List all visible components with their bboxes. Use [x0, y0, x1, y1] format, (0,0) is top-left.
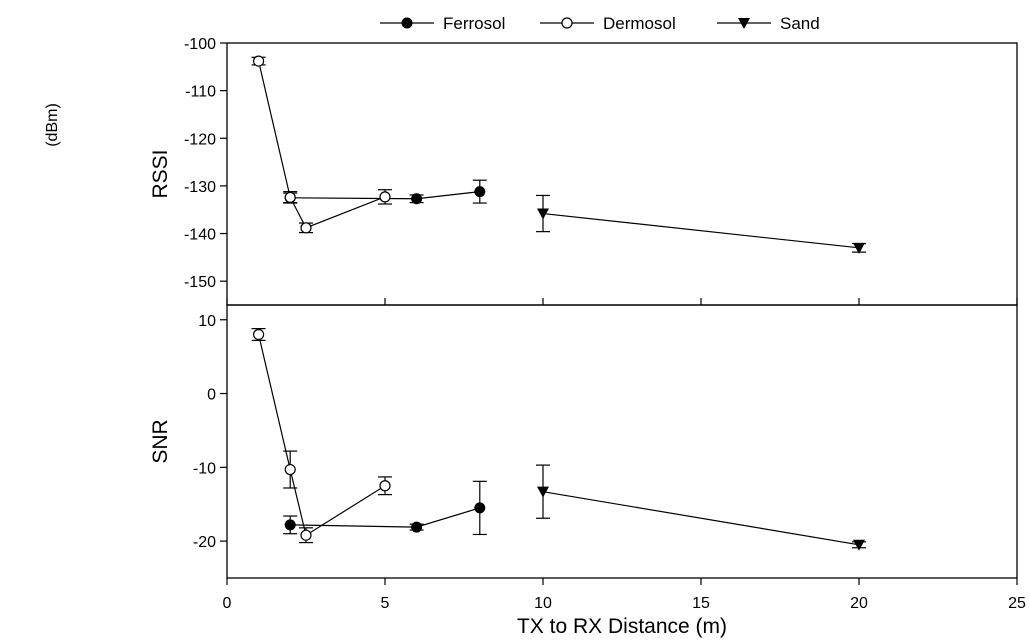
data-point-ferrosol [284, 519, 296, 531]
data-point-ferrosol [474, 186, 486, 198]
data-point-dermosol [284, 191, 296, 203]
data-point-sand [853, 242, 865, 254]
data-point-sand [853, 539, 865, 551]
data-point-dermosol [253, 328, 265, 341]
legend-label-dermosol: Dermosol [603, 14, 676, 33]
x-tick-label: 0 [223, 595, 232, 612]
rssi-series-dermosol [251, 55, 392, 234]
rssi-frame [226, 42, 1018, 306]
x-tick-label: 10 [534, 595, 552, 612]
data-point-dermosol [379, 480, 391, 492]
x-axis-title: TX to RX Distance (m) [517, 615, 727, 638]
data-point-dermosol [253, 55, 265, 67]
series-line-sand [542, 491, 860, 546]
x-tick-label: 25 [1008, 595, 1026, 612]
x-tick-label: 5 [381, 595, 390, 612]
snr-y-tick-label: 0 [207, 387, 216, 404]
x-tick-label: 15 [692, 595, 710, 612]
rssi-y-tick-label: -150 [184, 274, 216, 291]
x-axis: 0 5 10 15 20 25 [223, 578, 1026, 612]
legend-marker-ferrosol [401, 17, 413, 29]
snr-y-tick-label: -20 [193, 534, 216, 551]
snr-panel: 10 0 -10 -20 SNR [149, 304, 1018, 579]
rssi-y-tick-label: -120 [184, 131, 216, 148]
rssi-series-sand [536, 194, 866, 254]
data-point-ferrosol [411, 521, 423, 533]
rssi-panel: -100 -110 -120 -130 -140 -150 RSSI [149, 36, 1018, 306]
rssi-y-tick-label: -110 [185, 84, 216, 101]
legend-marker-sand [738, 18, 750, 29]
snr-y-tick-label: -10 [193, 460, 216, 477]
data-point-sand [537, 208, 549, 220]
data-point-dermosol [300, 529, 312, 541]
series-line-ferrosol [290, 507, 480, 528]
data-point-ferrosol [411, 193, 423, 205]
snr-axis-title: SNR [149, 419, 172, 463]
rssi-y-tick-label: -140 [184, 227, 216, 244]
data-point-dermosol [379, 191, 391, 203]
snr-series-ferrosol [283, 480, 487, 536]
series-line-dermosol [258, 334, 386, 537]
series-line-sand [542, 212, 860, 249]
rssi-y-tick-label: -100 [184, 36, 216, 53]
series-line-dermosol [258, 60, 386, 229]
data-point-ferrosol [474, 502, 486, 514]
data-point-dermosol [284, 463, 296, 476]
data-point-dermosol [300, 222, 312, 234]
snr-series-sand [536, 464, 866, 551]
rssi-axis-title: RSSI [149, 149, 172, 198]
unit-label: (dBm) [44, 103, 61, 147]
legend-label-ferrosol: Ferrosol [443, 14, 505, 33]
snr-y-tick-label: 10 [198, 313, 216, 330]
legend-label-sand: Sand [780, 14, 820, 33]
rssi-y-tick-label: -130 [184, 179, 216, 196]
data-point-sand [537, 486, 549, 498]
legend-marker-dermosol [561, 17, 573, 29]
snr-frame [226, 304, 1018, 579]
snr-series-dermosol [251, 328, 392, 544]
legend: Ferrosol Dermosol Sand [380, 14, 820, 33]
x-tick-label: 20 [850, 595, 868, 612]
